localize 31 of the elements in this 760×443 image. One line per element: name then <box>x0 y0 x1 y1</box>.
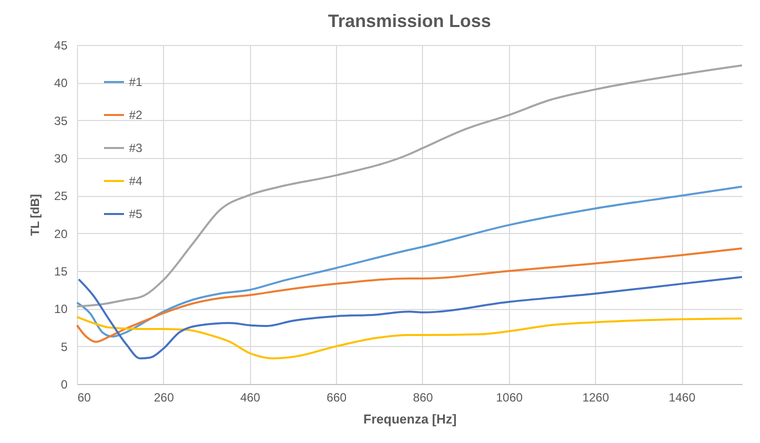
chart-title: Transmission Loss <box>328 11 492 31</box>
y-tick-label: 15 <box>54 264 68 278</box>
x-tick-label: 1260 <box>582 390 610 404</box>
y-tick-label: 35 <box>54 114 68 128</box>
legend-label: #1 <box>129 75 143 89</box>
y-tick-label: 10 <box>54 302 68 316</box>
x-tick-label: 60 <box>78 390 92 404</box>
y-tick-label: 25 <box>54 189 68 204</box>
x-tick-label: 460 <box>240 390 261 404</box>
y-tick-label: 5 <box>60 340 68 354</box>
legend-label: #5 <box>129 207 143 221</box>
y-tick-label: 45 <box>54 38 68 52</box>
line-series <box>76 316 743 360</box>
legend-label: #3 <box>129 141 143 155</box>
x-tick-label: 1460 <box>668 390 696 404</box>
y-tick-label: 40 <box>54 76 68 90</box>
y-tick-label: 20 <box>54 226 68 241</box>
line-series <box>78 276 743 360</box>
line-series <box>76 64 743 308</box>
legend-label: #2 <box>129 108 143 122</box>
y-tick-label: 0 <box>60 378 68 392</box>
legend-label: #4 <box>129 174 143 188</box>
line-series <box>76 186 743 338</box>
y-axis-title: TL [dB] <box>28 194 42 236</box>
y-tick-label: 30 <box>54 152 68 166</box>
x-tick-label: 1060 <box>496 390 523 404</box>
x-tick-label: 260 <box>154 390 174 404</box>
x-tick-label: 860 <box>412 390 434 404</box>
x-tick-label: 660 <box>326 390 347 404</box>
line-series <box>76 247 743 343</box>
x-axis-title: Frequenza [Hz] <box>363 412 457 426</box>
